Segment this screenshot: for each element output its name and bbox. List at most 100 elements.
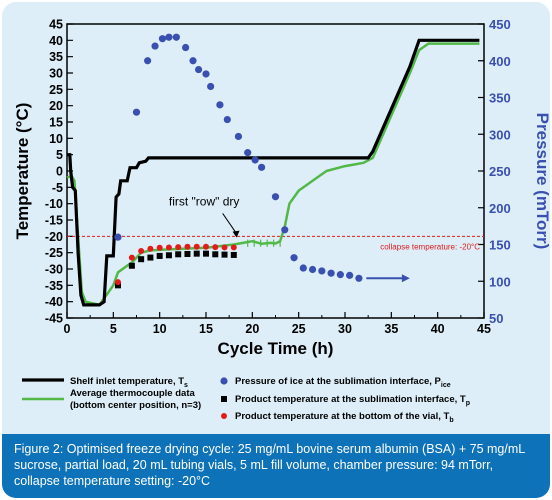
- y2-tick-label: 200: [489, 201, 511, 216]
- pressure-point: [271, 193, 280, 201]
- y2-tick-label: 400: [489, 54, 511, 69]
- pressure-point: [216, 101, 224, 109]
- product-bottom-point: [221, 244, 228, 251]
- pressure-point: [355, 274, 363, 282]
- pressure-point: [207, 82, 215, 91]
- y-tick-label: -40: [45, 295, 63, 309]
- pressure-point: [327, 269, 335, 277]
- y-tick-label: -5: [52, 181, 63, 195]
- x-tick-label: 20: [245, 322, 259, 336]
- caption-line-1: Figure 2: Optimised freeze drying cycle:…: [14, 442, 526, 456]
- pressure-point: [132, 108, 141, 116]
- product-bottom-point: [128, 254, 135, 261]
- y2-tick-label: 300: [489, 127, 511, 142]
- legend-shelf-label-sub: s: [184, 382, 188, 389]
- x-tick-label: 10: [153, 322, 167, 336]
- product-bottom-point: [114, 279, 121, 286]
- product-bottom-point: [193, 243, 200, 250]
- y-tick-label: 40: [49, 34, 63, 48]
- figure-caption: Figure 2: Optimised freeze drying cycle:…: [2, 434, 550, 498]
- pressure-point: [202, 70, 210, 78]
- y-tick-label: -30: [45, 263, 63, 277]
- y-tick-label: 10: [49, 132, 63, 146]
- product-interface-point: [184, 250, 191, 257]
- y2-tick-label: 450: [489, 17, 511, 32]
- y2-tick-label: 250: [489, 164, 511, 179]
- freeze-drying-chart: 0 5 10 15 20 25 30 35 40 45 -45 -40 -35 -30 -25 -20 -15 -…: [13, 17, 550, 424]
- pressure-point: [189, 57, 197, 65]
- x-tick-label: 0: [64, 322, 71, 336]
- y2-tick-label: 350: [489, 91, 511, 106]
- caption-line-3: collapse temperature setting: -20°C: [14, 474, 211, 488]
- y-tick-label: 45: [49, 18, 63, 32]
- x-tick-label: 35: [384, 322, 398, 336]
- product-bottom-point: [138, 248, 145, 255]
- pressure-point: [165, 33, 173, 41]
- y2-tick-label: 50: [489, 311, 503, 326]
- y-tick-label: 20: [49, 99, 63, 113]
- pressure-point: [308, 265, 317, 274]
- pressure-point: [234, 132, 243, 141]
- legend-interface-swatch: [221, 396, 227, 402]
- product-interface-point: [156, 252, 163, 259]
- legend-pressure-swatch: [220, 377, 228, 385]
- product-bottom-point: [147, 245, 154, 252]
- pressure-point: [194, 65, 203, 74]
- pressure-point: [151, 42, 159, 50]
- pressure-point: [158, 35, 167, 43]
- y-tick-label: 35: [49, 50, 63, 64]
- y-tick-label: -15: [45, 214, 63, 228]
- pressure-point: [223, 115, 231, 124]
- y2-tick-label: 150: [489, 238, 511, 253]
- product-interface-point: [193, 250, 200, 257]
- product-interface-point: [147, 254, 154, 261]
- y-tick-label: -20: [45, 230, 63, 244]
- product-interface-point: [114, 282, 121, 289]
- legend-pressure-label: Pressure of ice at the sublimation inter…: [235, 376, 451, 389]
- y2-tick-label: 100: [489, 274, 511, 289]
- legend-bottom-label: Product temperature at the bottom of the…: [235, 411, 454, 424]
- product-bottom-point: [156, 244, 163, 251]
- product-bottom-point: [212, 244, 219, 251]
- legend-interface-label: Product temperature at the sublimation i…: [235, 394, 470, 407]
- pressure-point: [114, 233, 122, 241]
- x-tick-label: 5: [110, 322, 117, 336]
- collapse-temperature-label: collapse temperature: -20°C: [380, 242, 480, 251]
- x-tick-label: 30: [338, 322, 352, 336]
- pressure-point: [144, 57, 152, 65]
- pressure-point: [346, 271, 354, 279]
- product-interface-point: [128, 262, 135, 269]
- product-interface-point: [230, 251, 237, 258]
- legend-bottom-swatch: [221, 413, 227, 419]
- product-interface-point: [221, 251, 228, 258]
- x-tick-label: 40: [431, 322, 445, 336]
- y-tick-label: -35: [45, 279, 63, 293]
- legend-bottom-label-sub: b: [449, 417, 453, 424]
- y-tick-label: 25: [49, 83, 63, 97]
- x-tick-label: 25: [292, 322, 306, 336]
- product-interface-point: [175, 251, 182, 258]
- y-axis-title: Temperature (°C): [13, 103, 32, 240]
- x-tick-label: 45: [477, 322, 491, 336]
- y-tick-label: 15: [49, 116, 63, 130]
- pressure-point: [244, 149, 252, 157]
- pressure-point: [172, 33, 180, 41]
- product-bottom-point: [203, 243, 209, 250]
- y-tick-label: -10: [45, 197, 63, 211]
- product-bottom-point: [175, 244, 182, 251]
- first-row-dry-pointer: [222, 213, 237, 235]
- product-interface-point: [212, 251, 219, 258]
- product-bottom-point: [184, 243, 191, 250]
- legend-interface-label-sub: p: [466, 400, 470, 407]
- pressure-point: [336, 271, 344, 279]
- y-tick-label: -25: [45, 246, 63, 260]
- y-tick-label: 30: [49, 67, 63, 81]
- product-interface-point: [138, 256, 145, 263]
- legend-shelf-label: Shelf inlet temperature, Ts: [70, 376, 188, 389]
- shelf-series-line: [67, 38, 480, 307]
- caption-line-2: sucrose, partial load, 20 mL tubing vial…: [14, 458, 494, 472]
- y2-axis-title: Pressure (mTorr): [533, 113, 550, 250]
- first-row-dry-arrowhead: [232, 230, 240, 238]
